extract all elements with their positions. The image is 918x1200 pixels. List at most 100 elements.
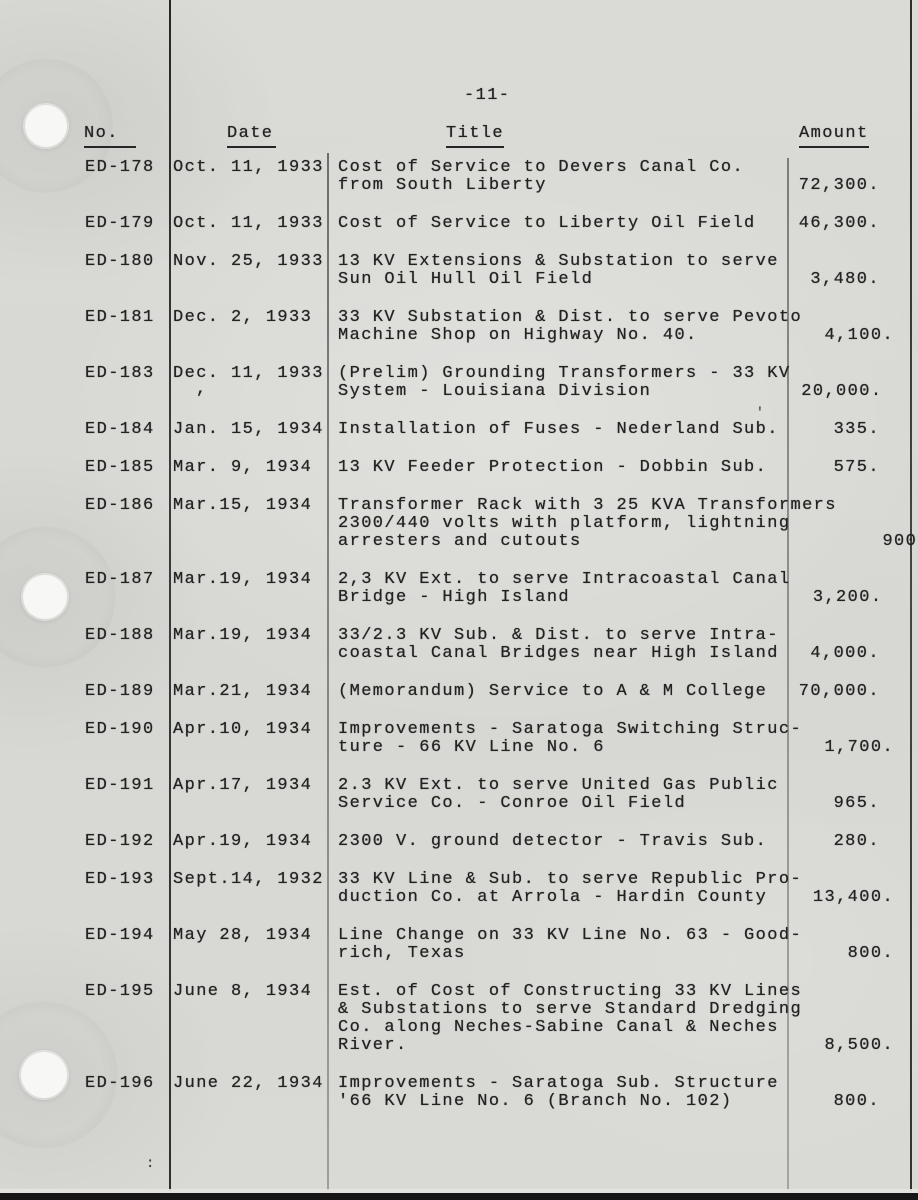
entry-date: Oct. 11, 1933 — [173, 158, 324, 177]
column-header-title: Title — [446, 125, 505, 148]
entry-title: 33/2.3 KV Sub. & Dist. to serve Intra- c… — [338, 626, 779, 663]
entry-date: May 28, 1934 — [173, 926, 313, 945]
entry-amount: 46,300. — [798, 214, 880, 233]
table-row: ED-179 Oct. 11, 1933 Cost of Service to … — [85, 215, 880, 233]
entry-number: ED-178 — [85, 158, 155, 177]
column-divider-left — [169, 0, 171, 1191]
entry-date: Apr.19, 1934 — [173, 832, 313, 851]
scan-edge-bar — [0, 1193, 918, 1200]
entry-number: ED-184 — [85, 420, 155, 439]
table-row: ED-186 Mar.15, 1934 Transformer Rack wit… — [85, 496, 918, 551]
entry-number: ED-192 — [85, 832, 155, 851]
entry-amount: 335. — [833, 420, 880, 439]
entry-amount: 280. — [833, 832, 880, 851]
entry-title: 2.3 KV Ext. to serve United Gas Public S… — [338, 776, 779, 813]
entry-amount: 965. — [833, 794, 880, 813]
entry-date: Dec. 2, 1933 — [173, 308, 313, 327]
entry-number: ED-179 — [85, 214, 155, 233]
punch-hole — [25, 105, 67, 147]
entry-title: 2,3 KV Ext. to serve Intracoastal Canal … — [338, 570, 791, 607]
column-divider-date-title — [327, 153, 329, 1191]
table-row: ED-178 Oct. 11, 1933 Cost of Service to … — [85, 159, 880, 195]
entry-amount: 70,000. — [798, 682, 880, 701]
entry-number: ED-194 — [85, 926, 155, 945]
entry-number: ED-195 — [85, 982, 155, 1001]
entry-date: Mar.19, 1934 — [173, 570, 313, 589]
entry-amount: 13,400. — [812, 888, 895, 907]
entry-title: Transformer Rack with 3 25 KVA Transform… — [338, 496, 837, 551]
table-row: ED-196 June 22, 1934 Improvements - Sara… — [85, 1075, 880, 1111]
table-row: ED-185 Mar. 9, 1934 13 KV Feeder Protect… — [85, 459, 880, 477]
entry-date: Apr.10, 1934 — [173, 720, 313, 739]
entry-title: 13 KV Extensions & Substation to serve S… — [338, 252, 779, 289]
entry-number: ED-181 — [85, 308, 155, 327]
entry-amount: 3,480. — [810, 270, 880, 289]
entry-number: ED-187 — [85, 570, 155, 589]
entry-date: Mar. 9, 1934 — [173, 458, 313, 477]
entry-amount: 800. — [833, 1092, 880, 1111]
entry-title: Est. of Cost of Constructing 33 KV Lines… — [338, 982, 803, 1055]
entry-date: June 22, 1934 — [173, 1074, 324, 1093]
entry-date: Mar.15, 1934 — [173, 496, 313, 515]
entry-amount: 4,100. — [824, 326, 895, 345]
entry-number: ED-189 — [85, 682, 155, 701]
entry-number: ED-180 — [85, 252, 155, 271]
table-row: ED-195 June 8, 1934 Est. of Cost of Cons… — [85, 982, 893, 1055]
entry-date: Nov. 25, 1933 — [173, 252, 324, 271]
table-row: ED-191 Apr.17, 1934 2.3 KV Ext. to serve… — [85, 777, 880, 813]
entry-amount: 20,000. — [801, 382, 883, 401]
table-row: ED-194 May 28, 1934 Line Change on 33 KV… — [85, 926, 893, 963]
ledger-entries: ED-178 Oct. 11, 1933 Cost of Service to … — [85, 159, 918, 1111]
entry-number: ED-188 — [85, 626, 155, 645]
entry-title: Improvements - Saratoga Switching Struc-… — [338, 720, 803, 757]
table-row: ED-181 Dec. 2, 1933 33 KV Substation & D… — [85, 308, 893, 345]
entry-number: ED-185 — [85, 458, 155, 477]
entry-amount: 4,000. — [810, 644, 880, 663]
entry-amount: 72,300. — [798, 176, 880, 195]
entry-title: Installation of Fuses - Nederland Sub. — [338, 420, 779, 439]
stray-mark-tick: ' — [756, 405, 766, 420]
entry-amount: 8,500. — [824, 1036, 895, 1055]
entry-date: Jan. 15, 1934 — [173, 420, 324, 439]
entry-date: Oct. 11, 1933 — [173, 214, 324, 233]
entry-date: Mar.19, 1934 — [173, 626, 313, 645]
scan-edge-highlight — [0, 1189, 918, 1193]
entry-number: ED-193 — [85, 870, 155, 889]
entry-number: ED-191 — [85, 776, 155, 795]
table-row: ED-183 Dec. 11, 1933 (Prelim) Grounding … — [85, 364, 883, 401]
table-row: ED-187 Mar.19, 1934 2,3 KV Ext. to serve… — [85, 570, 883, 607]
punch-hole — [21, 1052, 67, 1098]
entry-title: 33 KV Line & Sub. to serve Republic Pro-… — [338, 870, 803, 907]
table-row: ED-193 Sept.14, 1932 33 KV Line & Sub. t… — [85, 870, 893, 907]
entry-title: (Prelim) Grounding Transformers - 33 KV … — [338, 364, 791, 401]
entry-title: 33 KV Substation & Dist. to serve Pevoto… — [338, 308, 803, 345]
punch-hole — [23, 575, 67, 619]
entry-date: Mar.21, 1934 — [173, 682, 313, 701]
stray-mark-comma: , — [196, 380, 208, 399]
entry-title: (Memorandum) Service to A & M College — [338, 682, 768, 701]
entry-title: Cost of Service to Devers Canal Co. from… — [338, 158, 745, 195]
table-row: ED-184 Jan. 15, 1934 Installation of Fus… — [85, 421, 880, 439]
entry-amount: 575. — [833, 458, 880, 477]
entry-amount: 3,200. — [812, 588, 883, 607]
table-row: ED-188 Mar.19, 1934 33/2.3 KV Sub. & Dis… — [85, 627, 880, 663]
table-row: ED-189 Mar.21, 1934 (Memorandum) Service… — [85, 683, 880, 701]
entry-amount: 1,700. — [824, 738, 895, 757]
entry-number: ED-183 — [85, 364, 155, 383]
column-header-no: No. — [84, 125, 136, 148]
entry-title: Cost of Service to Liberty Oil Field — [338, 214, 756, 233]
stray-mark-colon: : — [146, 1156, 156, 1172]
entry-title: 13 KV Feeder Protection - Dobbin Sub. — [338, 458, 768, 477]
column-header-amount: Amount — [799, 125, 869, 148]
page-number: -11- — [464, 86, 511, 105]
entry-number: ED-186 — [85, 496, 155, 515]
table-row: ED-192 Apr.19, 1934 2300 V. ground detec… — [85, 833, 880, 851]
column-divider-right — [910, 0, 912, 1191]
entry-date: June 8, 1934 — [173, 982, 313, 1001]
entry-number: ED-196 — [85, 1074, 155, 1093]
entry-title: Line Change on 33 KV Line No. 63 - Good-… — [338, 926, 803, 963]
entry-title: Improvements - Saratoga Sub. Structure '… — [338, 1074, 779, 1111]
entry-date: Dec. 11, 1933 — [173, 364, 324, 383]
entry-date: Apr.17, 1934 — [173, 776, 313, 795]
